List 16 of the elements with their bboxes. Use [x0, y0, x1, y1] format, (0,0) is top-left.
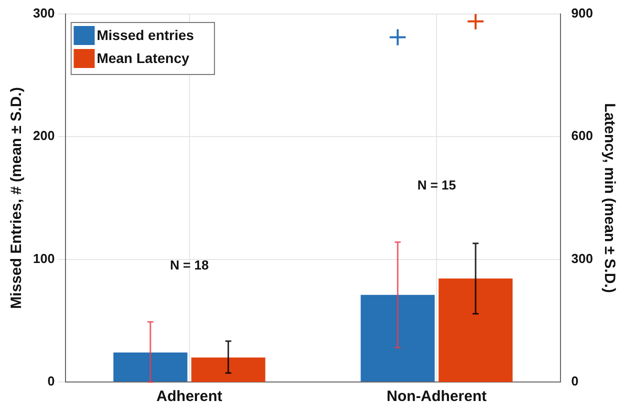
y2-tick-label: 600 — [571, 128, 594, 144]
x-tick-label: Non-Adherent — [386, 388, 487, 406]
y-tick-label: 300 — [32, 6, 55, 21]
annotation: N = 15 — [417, 178, 456, 193]
y2-tick-label: 900 — [571, 6, 594, 21]
legend-label: Missed entries — [96, 26, 194, 43]
y-axis-title: Missed Entries, # (mean ± S.D.) — [8, 87, 26, 309]
y2-tick-label: 300 — [571, 250, 594, 266]
y-tick-label: 200 — [32, 128, 55, 144]
y-tick-label: 100 — [32, 250, 55, 266]
y2-axis-title: Latency, min (mean ± S.D.) — [600, 103, 618, 293]
x-tick-label: Adherent — [156, 388, 222, 406]
y-tick-label: 0 — [47, 374, 55, 389]
y2-tick-label: 0 — [571, 374, 579, 389]
annotation: N = 18 — [170, 257, 209, 272]
legend-label: Mean Latency — [96, 50, 190, 66]
